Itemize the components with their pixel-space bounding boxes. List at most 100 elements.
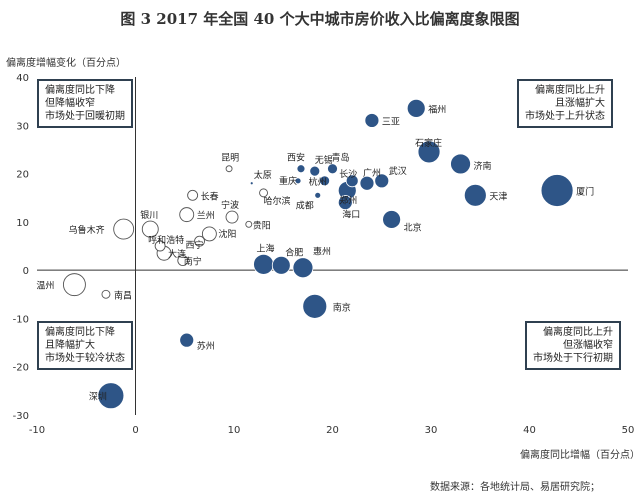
bubble-point — [259, 188, 268, 198]
quadrant-line: 市场处于较冷状态 — [45, 353, 125, 364]
quadrant-line: 但降幅收窄 — [45, 98, 95, 109]
bubble-point — [179, 332, 195, 348]
point-label: 重庆 — [279, 175, 297, 187]
point-label: 哈尔滨 — [264, 195, 291, 207]
point-label: 合肥 — [285, 246, 303, 258]
x-tick-label: 20 — [326, 425, 339, 436]
point-label: 南京 — [333, 301, 351, 313]
bubble-point — [417, 140, 441, 164]
point-label: 天津 — [489, 191, 507, 202]
bubble-point — [113, 218, 135, 240]
point-label: 成都 — [296, 199, 314, 211]
point-label: 广州 — [363, 167, 381, 179]
y-axis-title: 偏离度增幅变化（百分点） — [6, 58, 126, 69]
bubble-point — [319, 175, 331, 187]
point-label: 青岛 — [332, 152, 350, 164]
bubble-point — [540, 174, 574, 207]
point-label: 西宁 — [186, 239, 204, 251]
bubble-point — [194, 235, 205, 247]
bubble-point — [345, 174, 359, 188]
point-label: 惠州 — [313, 246, 331, 258]
bubble-point — [225, 210, 239, 224]
bubble-point — [179, 207, 195, 223]
bubble-point — [62, 273, 86, 297]
point-label: 宁波 — [221, 199, 239, 211]
bubble-point — [101, 289, 111, 299]
bubble-point — [296, 164, 306, 174]
x-tick-label: 50 — [622, 425, 635, 436]
x-tick-label: 30 — [425, 425, 438, 436]
quadrant-line: 偏离度同比下降 — [45, 85, 115, 96]
quadrant-line: 偏离度同比上升 — [535, 85, 605, 96]
figure-title: 图 3 2017 年全国 40 个大中城市房价收入比偏离度象限图 — [120, 10, 520, 28]
point-label: 杭州 — [309, 176, 327, 188]
bubble-point — [225, 165, 233, 173]
x-tick-label: 0 — [132, 425, 138, 436]
point-label: 昆明 — [221, 153, 239, 164]
x-tick-label: 40 — [523, 425, 536, 436]
bubble-point — [359, 175, 375, 191]
bubble-point — [141, 220, 159, 238]
bubble-point — [302, 293, 328, 319]
point-label: 无锡 — [315, 155, 333, 166]
y-tick-label: -20 — [13, 363, 29, 374]
quadrant-line: 但涨幅收窄 — [563, 340, 613, 351]
point-label: 三亚 — [382, 116, 400, 127]
y-tick-label: -10 — [13, 314, 29, 325]
bubble-point — [364, 113, 380, 128]
quadrant-box-top-right: 偏离度同比上升 且涨幅扩大 市场处于上升状态 — [517, 79, 613, 128]
bubble-point — [97, 382, 125, 410]
quadrant-line: 偏离度同比下降 — [45, 327, 115, 338]
point-label: 太原 — [254, 169, 272, 181]
point-label: 乌鲁木齐 — [69, 224, 105, 236]
point-label: 上海 — [257, 242, 275, 254]
quadrant-box-top-left: 偏离度同比下降 但降幅收窄 市场处于回暖初期 — [37, 79, 133, 128]
quadrant-line: 市场处于回暖初期 — [45, 111, 125, 122]
point-label: 大连 — [168, 248, 186, 260]
point-label: 深圳 — [89, 392, 107, 403]
point-label: 海口 — [342, 209, 360, 221]
point-label: 沈阳 — [218, 228, 236, 240]
bubble-point — [314, 191, 322, 199]
bubble-point — [327, 163, 338, 175]
y-tick-label: 30 — [16, 121, 29, 132]
point-label: 石家庄 — [415, 137, 442, 149]
bubble-point — [374, 173, 390, 189]
bubble-point — [406, 98, 426, 118]
point-label: 武汉 — [389, 165, 407, 177]
x-tick-label: -10 — [29, 425, 45, 436]
quadrant-line: 偏离度同比上升 — [543, 327, 613, 338]
point-label: 温州 — [36, 281, 54, 292]
bubble-point — [187, 189, 199, 201]
bubble-point — [177, 255, 189, 266]
point-label: 西安 — [287, 152, 305, 164]
y-tick-label: 40 — [16, 73, 29, 84]
y-tick-label: 20 — [16, 170, 29, 181]
y-tick-label: 10 — [16, 218, 29, 229]
point-label: 济南 — [474, 160, 492, 172]
point-label: 兰州 — [197, 210, 215, 222]
bubble-point — [253, 253, 274, 275]
bubble-point — [201, 226, 217, 242]
bubble-point — [382, 210, 402, 229]
point-label: 呼和浩特 — [148, 234, 184, 246]
point-label: 贵阳 — [253, 219, 271, 231]
bubble-point — [249, 181, 254, 186]
quadrant-line: 且降幅扩大 — [45, 340, 95, 351]
point-label: 苏州 — [197, 340, 215, 352]
bubble-point — [309, 165, 321, 177]
bubble-point — [463, 183, 487, 207]
bubble-point — [154, 240, 166, 252]
x-axis-title: 偏离度同比增幅（百分点） — [520, 450, 640, 461]
x-tick-label: 10 — [228, 425, 241, 436]
point-label: 南宁 — [184, 255, 202, 267]
bubble-point — [245, 220, 253, 228]
point-label: 长春 — [201, 190, 219, 202]
point-label: 南昌 — [114, 289, 132, 301]
y-tick-label: 0 — [23, 266, 29, 277]
point-label: 厦门 — [576, 185, 594, 197]
bubble-point — [271, 255, 291, 275]
point-label: 北京 — [404, 221, 422, 233]
data-source-note: 数据来源：各地统计局、易居研究院； — [430, 482, 600, 493]
